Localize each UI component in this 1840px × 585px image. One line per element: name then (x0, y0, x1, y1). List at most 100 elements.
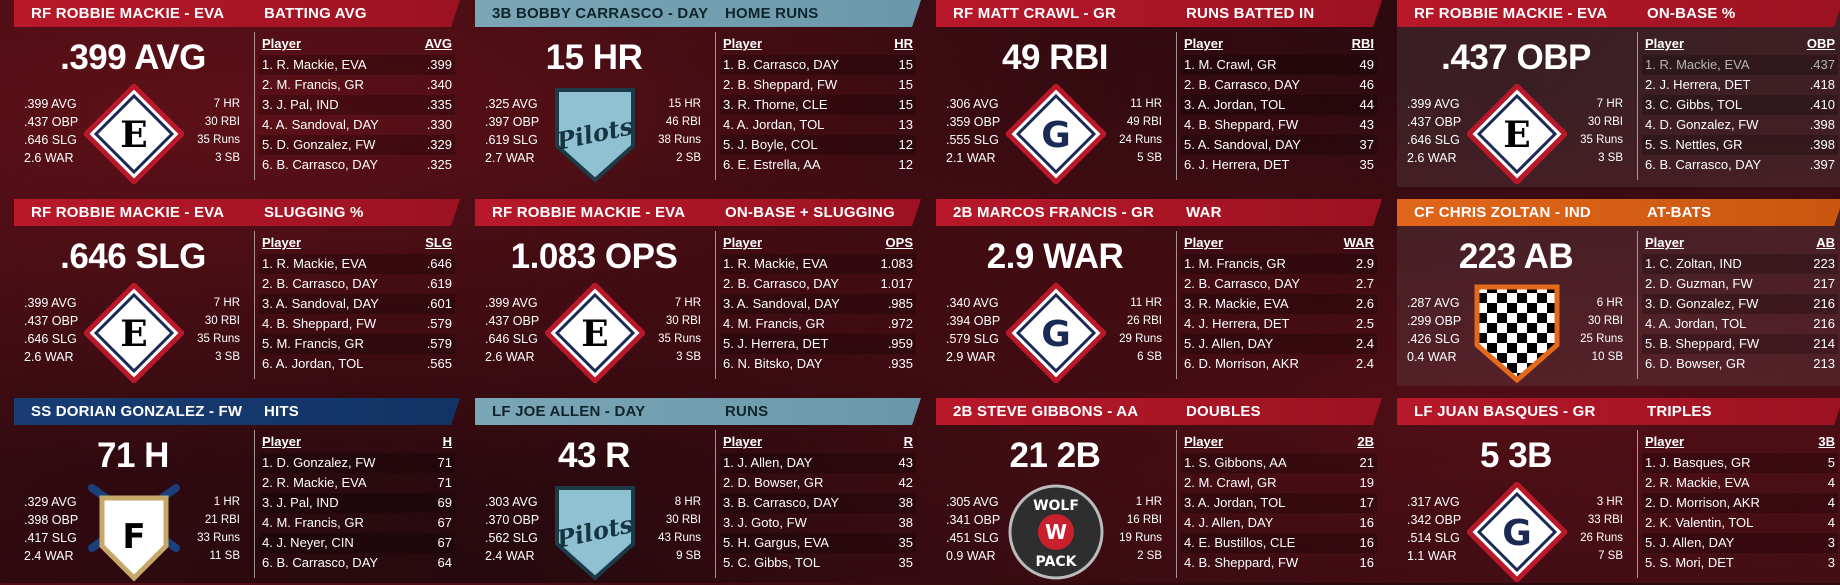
headline-stat: 2.9 WAR (986, 237, 1124, 276)
table-row: 6. J. Herrera, DET 35 (1184, 157, 1374, 172)
leader-card-rbi[interactable]: RF MATT CRAWL - GR RUNS BATTED IN 49 RBI… (936, 0, 1382, 187)
svg-text:G: G (1502, 513, 1532, 554)
table-row: 4. D. Gonzalez, FW .398 (1645, 117, 1835, 132)
table-row: 3. A. Sandoval, DAY .601 (259, 294, 455, 314)
leader-card-home-runs[interactable]: 3B BOBBY CARRASCO - DAY HOME RUNS 15 HR … (475, 0, 921, 187)
leader-card-obp[interactable]: RF ROBBIE MACKIE - EVA ON-BASE % .437 OB… (1397, 0, 1840, 187)
player-name: RF ROBBIE MACKIE - EVA (31, 5, 225, 22)
table-row: 4. B. Sheppard, FW 43 (1184, 117, 1374, 132)
table-row: 5. S. Nettles, GR .398 (1642, 135, 1838, 155)
table-row: 2. R. Mackie, EVA 4 (1645, 475, 1835, 490)
leaders-table: Player 3B 1. J. Basques, GR 5 2. R. Mackie… (1642, 434, 1838, 573)
leader-card-batting-avg[interactable]: RF ROBBIE MACKIE - EVA BATTING AVG .399 … (14, 0, 460, 187)
player-stats-left: .317 AVG .342 OBP .514 SLG 1.1 WAR (1407, 495, 1462, 563)
card-header: RF ROBBIE MACKIE - EVA SLUGGING % (14, 199, 460, 226)
leaders-table: Player 2B 1. S. Gibbons, AA 21 2. M. Crawl… (1181, 434, 1377, 573)
leader-card-triples[interactable]: LF JUAN BASQUES - GR TRIPLES 5 3B .317 A… (1397, 398, 1840, 585)
svg-text:F: F (122, 517, 145, 557)
table-row: 2. M. Francis, GR .340 (262, 77, 452, 92)
table-row: 1. M. Francis, GR 2.9 (1181, 254, 1377, 274)
leaders-table: Player HR 1. B. Carrasco, DAY 15 2. B. She… (720, 36, 916, 175)
player-stats-right: 7 HR 30 RBI 35 Runs 3 SB (658, 297, 701, 363)
team-logo-diamond-icon: E (545, 283, 645, 383)
table-row: 6. D. Bowser, GR 213 (1645, 356, 1835, 371)
category-title: HITS (264, 403, 299, 420)
player-stats-right: 11 HR 49 RBI 24 Runs 5 SB (1119, 98, 1162, 164)
table-row: 4. A. Sandoval, DAY .330 (262, 117, 452, 132)
headline-stat: 1.083 OPS (510, 237, 678, 276)
headline-stat: 43 R (558, 436, 630, 475)
leader-card-slugging[interactable]: RF ROBBIE MACKIE - EVA SLUGGING % .646 S… (14, 199, 460, 386)
table-row: 4. J. Neyer, CIN 67 (259, 533, 455, 553)
player-stats-left: .305 AVG .341 OBP .451 SLG 0.9 WAR (946, 495, 1001, 563)
category-title: BATTING AVG (264, 5, 367, 22)
card-header: 3B BOBBY CARRASCO - DAY HOME RUNS (475, 0, 921, 27)
table-row: 4. J. Herrera, DET 2.5 (1184, 316, 1374, 331)
table-row: 5. A. Sandoval, DAY 37 (1181, 135, 1377, 155)
player-stats-right: 8 HR 30 RBI 43 Runs 9 SB (658, 496, 701, 562)
player-name: LF JUAN BASQUES - GR (1414, 403, 1596, 420)
leader-card-runs[interactable]: LF JOE ALLEN - DAY RUNS 43 R .303 AVG .37… (475, 398, 921, 585)
category-title: TRIPLES (1647, 403, 1712, 420)
leader-card-ops[interactable]: RF ROBBIE MACKIE - EVA ON-BASE + SLUGGIN… (475, 199, 921, 386)
table-row: 6. B. Carrasco, DAY 64 (262, 555, 452, 570)
team-logo-diamond-icon: E (84, 283, 184, 383)
table-row: 3. A. Sandoval, DAY .985 (720, 294, 916, 314)
table-row: 5. D. Gonzalez, FW .329 (259, 135, 455, 155)
card-header: SS DORIAN GONZALEZ - FW HITS (14, 398, 460, 425)
category-title: ON-BASE % (1647, 5, 1736, 22)
table-row: 2. B. Carrasco, DAY 2.7 (1184, 276, 1374, 291)
leaders-table: Player OBP 1. R. Mackie, EVA .437 2. J. He… (1642, 36, 1838, 175)
headline-stat: 223 AB (1458, 237, 1574, 276)
leaders-table: Player AVG 1. R. Mackie, EVA .399 2. M. Fr… (259, 36, 455, 175)
svg-text:PACK: PACK (1036, 554, 1078, 570)
category-title: WAR (1186, 204, 1222, 221)
table-row: 3. B. Carrasco, DAY 38 (720, 493, 916, 513)
team-logo-diamond-icon: E (1467, 84, 1567, 184)
table-row: 3. R. Mackie, EVA 2.6 (1181, 294, 1377, 314)
table-row: 1. R. Mackie, EVA .437 (1642, 55, 1838, 75)
leader-card-doubles[interactable]: 2B STEVE GIBBONS - AA DOUBLES 21 2B .305… (936, 398, 1382, 585)
svg-text:E: E (581, 313, 608, 355)
leader-card-war[interactable]: 2B MARCOS FRANCIS - GR WAR 2.9 WAR .340 … (936, 199, 1382, 386)
svg-text:W: W (1045, 520, 1067, 544)
category-title: HOME RUNS (725, 5, 819, 22)
team-logo-pilots-icon: Pilots (545, 482, 645, 582)
table-row: 3. D. Gonzalez, FW 216 (1642, 294, 1838, 314)
table-row: 6. E. Estrella, AA 12 (723, 157, 913, 172)
player-name: CF CHRIS ZOLTAN - IND (1414, 204, 1591, 221)
leaders-table: Player SLG 1. R. Mackie, EVA .646 2. B. Ca… (259, 235, 455, 374)
table-row: 5. C. Gibbs, TOL 35 (723, 555, 913, 570)
team-logo-checkered-flag-icon (1467, 283, 1567, 383)
player-stats-left: .303 AVG .370 OBP .562 SLG 2.4 WAR (485, 495, 540, 563)
player-stats-right: 1 HR 21 RBI 33 Runs 11 SB (197, 496, 240, 562)
leader-card-hits[interactable]: SS DORIAN GONZALEZ - FW HITS 71 H .329 A… (14, 398, 460, 585)
table-row: 3. R. Thorne, CLE 15 (720, 95, 916, 115)
team-logo-wolf-pack-icon: WOLF W PACK (1006, 482, 1106, 582)
table-row: 2. B. Carrasco, DAY 1.017 (723, 276, 913, 291)
svg-text:E: E (120, 313, 147, 355)
category-title: DOUBLES (1186, 403, 1261, 420)
table-row: 3. J. Pal, IND 69 (259, 493, 455, 513)
table-row: 4. B. Sheppard, FW .579 (262, 316, 452, 331)
player-name: SS DORIAN GONZALEZ - FW (31, 403, 243, 420)
leader-card-at-bats[interactable]: CF CHRIS ZOLTAN - IND AT-BATS 223 AB .28… (1397, 199, 1840, 386)
player-stats-left: .306 AVG .359 OBP .555 SLG 2.1 WAR (946, 97, 1001, 165)
table-row: 4. B. Sheppard, FW 16 (1184, 555, 1374, 570)
table-row: 3. A. Jordan, TOL 17 (1181, 493, 1377, 513)
table-row: 4. A. Jordan, TOL 216 (1645, 316, 1835, 331)
table-row: 1. J. Allen, DAY 43 (720, 453, 916, 473)
team-logo-diamond-icon: G (1467, 482, 1567, 582)
table-row: 2. B. Carrasco, DAY 46 (1184, 77, 1374, 92)
table-row: 1. D. Gonzalez, FW 71 (259, 453, 455, 473)
player-stats-left: .340 AVG .394 OBP .579 SLG 2.9 WAR (946, 296, 1001, 364)
player-stats-left: .399 AVG .437 OBP .646 SLG 2.6 WAR (485, 296, 540, 364)
category-title: RUNS (725, 403, 769, 420)
table-row: 5. B. Sheppard, FW 214 (1642, 334, 1838, 354)
card-header: LF JUAN BASQUES - GR TRIPLES (1397, 398, 1840, 425)
card-header: 2B MARCOS FRANCIS - GR WAR (936, 199, 1382, 226)
leaders-table: Player WAR 1. M. Francis, GR 2.9 2. B. Car… (1181, 235, 1377, 374)
table-row: 5. J. Allen, DAY 3 (1642, 533, 1838, 553)
svg-text:E: E (1503, 114, 1530, 156)
table-row: 5. S. Mori, DET 3 (1645, 555, 1835, 570)
